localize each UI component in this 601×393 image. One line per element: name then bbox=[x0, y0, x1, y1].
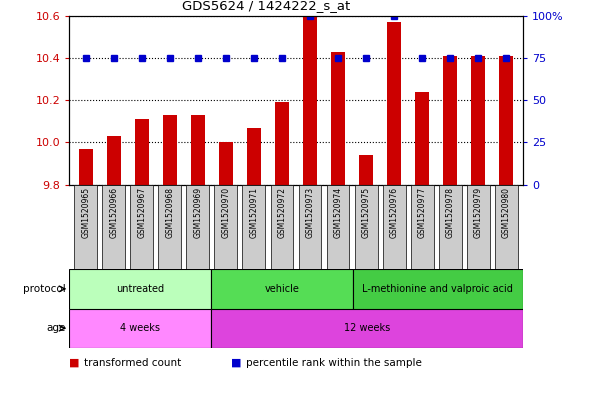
Text: untreated: untreated bbox=[116, 284, 164, 294]
FancyBboxPatch shape bbox=[439, 185, 462, 269]
Bar bbox=[331, 51, 345, 185]
Bar bbox=[163, 115, 177, 185]
Bar bbox=[135, 119, 149, 185]
Text: ■: ■ bbox=[231, 358, 242, 367]
FancyBboxPatch shape bbox=[495, 185, 517, 269]
FancyBboxPatch shape bbox=[186, 185, 209, 269]
FancyBboxPatch shape bbox=[215, 185, 237, 269]
Text: GDS5624 / 1424222_s_at: GDS5624 / 1424222_s_at bbox=[182, 0, 350, 12]
Text: GSM1520980: GSM1520980 bbox=[502, 187, 511, 238]
FancyBboxPatch shape bbox=[211, 269, 353, 309]
Text: GSM1520979: GSM1520979 bbox=[474, 187, 483, 239]
FancyBboxPatch shape bbox=[159, 185, 182, 269]
Text: GSM1520971: GSM1520971 bbox=[249, 187, 258, 238]
Text: GSM1520967: GSM1520967 bbox=[138, 187, 147, 239]
Bar bbox=[471, 56, 485, 185]
Bar bbox=[191, 115, 205, 185]
Text: protocol: protocol bbox=[23, 284, 66, 294]
FancyBboxPatch shape bbox=[102, 185, 126, 269]
Text: GSM1520975: GSM1520975 bbox=[362, 187, 370, 239]
FancyBboxPatch shape bbox=[211, 309, 523, 348]
FancyBboxPatch shape bbox=[299, 185, 322, 269]
Bar bbox=[387, 22, 401, 185]
FancyBboxPatch shape bbox=[326, 185, 350, 269]
Text: GSM1520977: GSM1520977 bbox=[418, 187, 427, 239]
Text: 12 weeks: 12 weeks bbox=[344, 323, 390, 333]
FancyBboxPatch shape bbox=[410, 185, 433, 269]
Text: GSM1520966: GSM1520966 bbox=[109, 187, 118, 239]
Text: GSM1520974: GSM1520974 bbox=[334, 187, 343, 239]
Text: GSM1520970: GSM1520970 bbox=[222, 187, 230, 239]
Text: GSM1520978: GSM1520978 bbox=[445, 187, 454, 238]
Bar bbox=[415, 92, 429, 185]
Text: ■: ■ bbox=[69, 358, 79, 367]
Text: percentile rank within the sample: percentile rank within the sample bbox=[246, 358, 423, 367]
Text: GSM1520973: GSM1520973 bbox=[305, 187, 314, 239]
FancyBboxPatch shape bbox=[75, 185, 97, 269]
Bar bbox=[219, 143, 233, 185]
Bar bbox=[359, 155, 373, 185]
Bar bbox=[275, 102, 289, 185]
FancyBboxPatch shape bbox=[270, 185, 293, 269]
Text: L-methionine and valproic acid: L-methionine and valproic acid bbox=[362, 284, 513, 294]
Bar bbox=[499, 56, 513, 185]
FancyBboxPatch shape bbox=[355, 185, 377, 269]
Bar bbox=[303, 16, 317, 185]
Text: GSM1520969: GSM1520969 bbox=[194, 187, 203, 239]
Bar bbox=[443, 56, 457, 185]
Text: GSM1520972: GSM1520972 bbox=[278, 187, 287, 238]
Bar bbox=[107, 136, 121, 185]
Text: 4 weeks: 4 weeks bbox=[120, 323, 160, 333]
Text: transformed count: transformed count bbox=[84, 358, 182, 367]
FancyBboxPatch shape bbox=[130, 185, 153, 269]
Text: age: age bbox=[47, 323, 66, 333]
Text: GSM1520968: GSM1520968 bbox=[165, 187, 174, 238]
FancyBboxPatch shape bbox=[242, 185, 266, 269]
Bar bbox=[247, 128, 261, 185]
Text: vehicle: vehicle bbox=[264, 284, 299, 294]
Text: GSM1520965: GSM1520965 bbox=[81, 187, 90, 239]
FancyBboxPatch shape bbox=[466, 185, 490, 269]
FancyBboxPatch shape bbox=[383, 185, 406, 269]
FancyBboxPatch shape bbox=[353, 269, 523, 309]
FancyBboxPatch shape bbox=[69, 309, 211, 348]
Bar bbox=[79, 149, 93, 185]
FancyBboxPatch shape bbox=[69, 269, 211, 309]
Text: GSM1520976: GSM1520976 bbox=[389, 187, 398, 239]
